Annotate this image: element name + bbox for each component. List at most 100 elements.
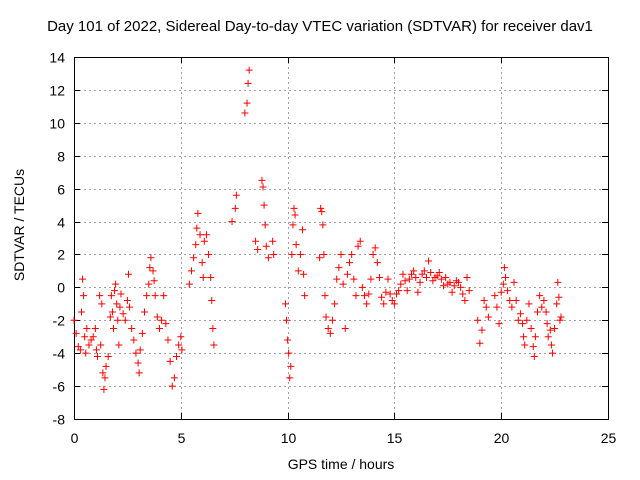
data-point [108, 308, 116, 316]
data-point [501, 273, 509, 281]
data-point [290, 204, 298, 212]
data-point [196, 231, 204, 239]
data-point [210, 341, 218, 349]
data-point [497, 288, 505, 296]
data-point [194, 209, 202, 217]
y-tick-label: 0 [57, 280, 65, 296]
plot-frame [74, 57, 609, 420]
x-tick-label: 5 [178, 430, 186, 446]
data-point [244, 79, 252, 87]
data-point [259, 183, 267, 191]
data-point [506, 297, 514, 305]
data-point [155, 325, 163, 332]
data-point [504, 287, 512, 295]
data-point [264, 254, 272, 262]
data-point [166, 357, 174, 365]
data-point [318, 208, 326, 216]
data-point [124, 270, 132, 278]
data-point [450, 282, 458, 290]
data-point [510, 278, 518, 286]
data-point [316, 254, 324, 262]
x-tick-label: 20 [494, 430, 510, 446]
data-point [403, 287, 411, 295]
data-point [341, 325, 349, 332]
y-tick-label: -6 [53, 379, 66, 395]
data-point [173, 352, 181, 360]
data-point [79, 275, 87, 283]
data-point [346, 259, 354, 267]
y-tick-label: -8 [53, 412, 66, 428]
data-point [285, 349, 293, 357]
data-point [149, 267, 157, 275]
data-point [241, 109, 249, 117]
data-point [523, 316, 531, 324]
x-tick-label: 10 [281, 430, 297, 446]
data-point [500, 264, 508, 272]
data-point [508, 303, 516, 311]
y-tick-label: -4 [53, 346, 66, 362]
data-point [115, 341, 123, 349]
data-point [89, 333, 97, 341]
data-point [102, 362, 110, 370]
data-point [350, 275, 358, 283]
data-point [123, 297, 131, 305]
data-point [104, 352, 112, 360]
data-point [99, 369, 107, 377]
data-point [81, 333, 89, 341]
data-point [348, 250, 356, 258]
data-point [378, 293, 386, 301]
data-point [193, 224, 201, 232]
data-point [147, 254, 155, 262]
data-point [401, 277, 409, 285]
data-point [397, 280, 405, 288]
y-tick-label: -2 [53, 313, 66, 329]
x-tick-label: 15 [387, 430, 403, 446]
data-point [261, 221, 269, 229]
data-point [534, 308, 542, 316]
data-point [77, 308, 85, 316]
data-point [200, 237, 208, 245]
data-point [416, 278, 424, 286]
data-point [245, 66, 253, 74]
data-point [158, 316, 166, 324]
data-point [320, 250, 328, 258]
data-point [192, 241, 200, 249]
data-point [540, 297, 548, 305]
data-point [371, 244, 379, 252]
data-point [525, 300, 533, 308]
data-points [70, 66, 565, 393]
data-point [553, 300, 561, 308]
data-point [228, 218, 236, 226]
data-point [548, 349, 556, 357]
x-axis-label: GPS time / hours [287, 456, 395, 472]
data-point [484, 313, 492, 321]
data-point [114, 316, 122, 324]
data-point [544, 333, 552, 341]
data-point [437, 275, 445, 283]
data-point [252, 237, 260, 245]
data-point [536, 292, 544, 300]
data-point [287, 362, 295, 370]
data-point [110, 325, 118, 332]
data-point [205, 250, 213, 258]
data-point [146, 264, 154, 272]
data-point [100, 385, 108, 393]
data-point [177, 333, 185, 341]
data-point [326, 329, 334, 337]
data-point [478, 326, 486, 334]
data-point [112, 280, 120, 288]
data-point [98, 300, 106, 308]
data-point [136, 346, 144, 354]
data-point [243, 99, 251, 107]
data-point [83, 325, 91, 332]
data-point [119, 310, 127, 318]
data-point [116, 303, 124, 311]
data-point [284, 336, 292, 344]
data-point [365, 290, 373, 298]
data-point [185, 280, 193, 288]
data-point [358, 283, 366, 291]
data-point [299, 226, 307, 234]
data-point [288, 250, 296, 258]
data-point [551, 325, 559, 332]
